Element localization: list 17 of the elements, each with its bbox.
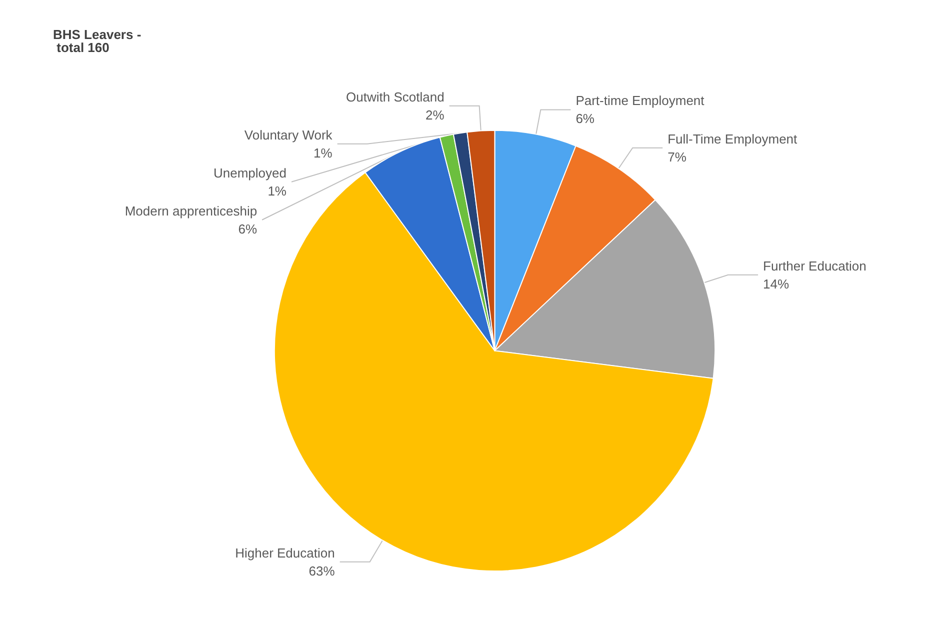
slice-label: Unemployed: [214, 165, 287, 180]
slice-label: Full-Time Employment: [668, 131, 798, 146]
slice-label: Voluntary Work: [244, 127, 333, 142]
slice-label: Part-time Employment: [576, 93, 705, 108]
data-label: 6%: [238, 221, 258, 236]
chart-title: BHS Leavers - total 160: [53, 27, 142, 55]
data-label: 1%: [314, 145, 333, 160]
data-label: 6%: [576, 111, 595, 126]
data-label: 1%: [268, 183, 287, 198]
slice-label: Higher Education: [235, 545, 335, 560]
data-label: 14%: [763, 276, 790, 292]
data-label: 7%: [668, 149, 687, 164]
data-label: 63%: [308, 563, 336, 578]
slice-label: Outwith Scotland: [346, 89, 444, 104]
slice-label: Further Education: [763, 258, 866, 274]
data-label: 2%: [426, 107, 445, 122]
slice-label: Modern apprenticeship: [124, 203, 258, 218]
